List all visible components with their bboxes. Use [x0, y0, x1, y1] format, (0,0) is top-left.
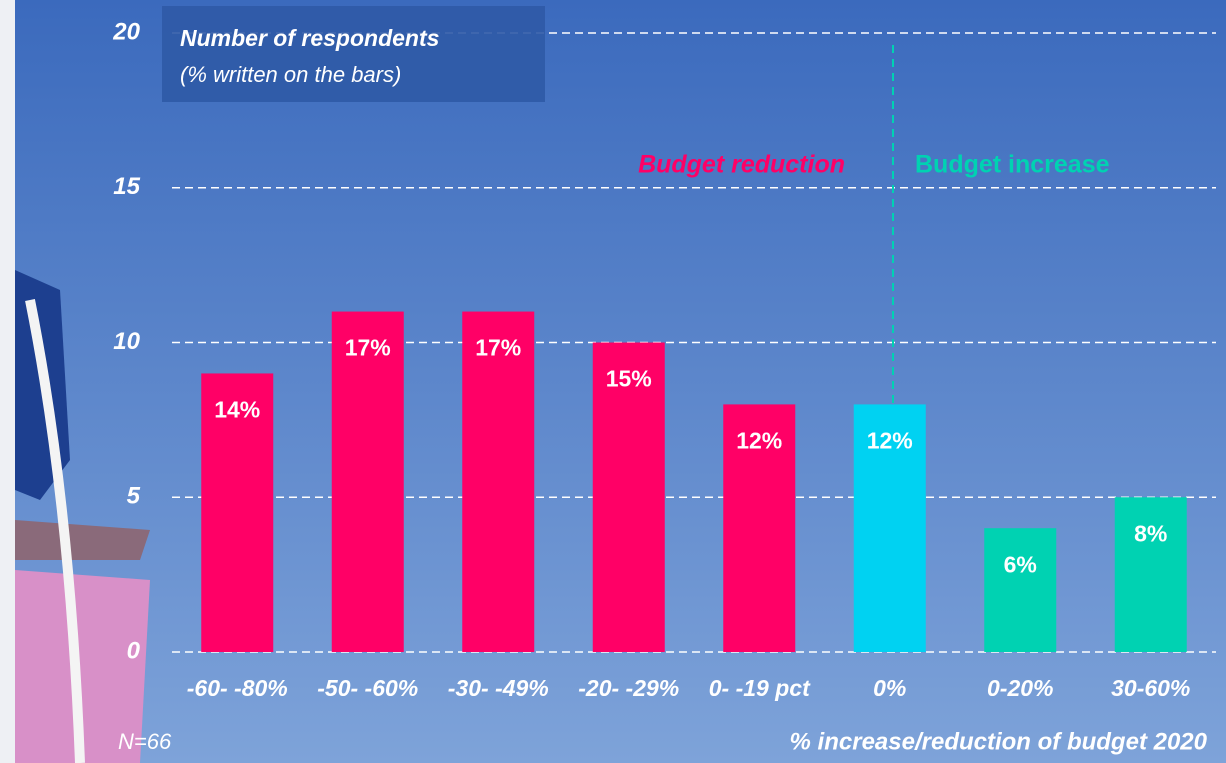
bar-label: 17%	[475, 335, 521, 361]
annotation: Budget increase	[915, 151, 1110, 179]
bar	[331, 311, 404, 652]
bar-label: 12%	[867, 427, 913, 453]
y-tick-label: 10	[113, 328, 140, 355]
chart-title: Number of respondents	[180, 25, 439, 51]
ferris-wheel	[15, 270, 150, 763]
y-tick-label: 20	[112, 18, 140, 45]
side-strip	[0, 0, 15, 763]
x-axis-label: % increase/reduction of budget 2020	[790, 728, 1208, 755]
bar	[853, 404, 926, 652]
bar	[201, 373, 274, 652]
bar	[462, 311, 535, 652]
chart-subtitle: (% written on the bars)	[180, 62, 401, 87]
x-tick-label: -30- -49%	[448, 675, 549, 701]
x-tick-label: -50- -60%	[317, 675, 418, 701]
y-tick-label: 15	[113, 173, 140, 200]
x-tick-label: 0- -19 pct	[709, 675, 811, 701]
x-tick-label: 0%	[873, 675, 906, 701]
bar	[592, 342, 665, 652]
annotation: Budget reduction	[638, 151, 845, 179]
bar-label: 12%	[736, 427, 782, 453]
bar	[984, 528, 1057, 652]
y-tick-label: 0	[127, 637, 141, 664]
bar-label: 15%	[606, 366, 652, 392]
bar-label: 8%	[1134, 520, 1167, 546]
bar-label: 14%	[214, 397, 260, 423]
x-tick-label: -60- -80%	[187, 675, 288, 701]
bar	[723, 404, 796, 652]
note: N=66	[118, 729, 172, 754]
x-tick-label: 0-20%	[987, 675, 1053, 701]
title-box	[162, 6, 545, 102]
bar	[1114, 497, 1187, 652]
x-tick-label: 30-60%	[1111, 675, 1190, 701]
x-tick-label: -20- -29%	[578, 675, 679, 701]
bar-label: 6%	[1004, 551, 1037, 577]
y-tick-label: 5	[127, 483, 141, 510]
bar-label: 17%	[345, 335, 391, 361]
